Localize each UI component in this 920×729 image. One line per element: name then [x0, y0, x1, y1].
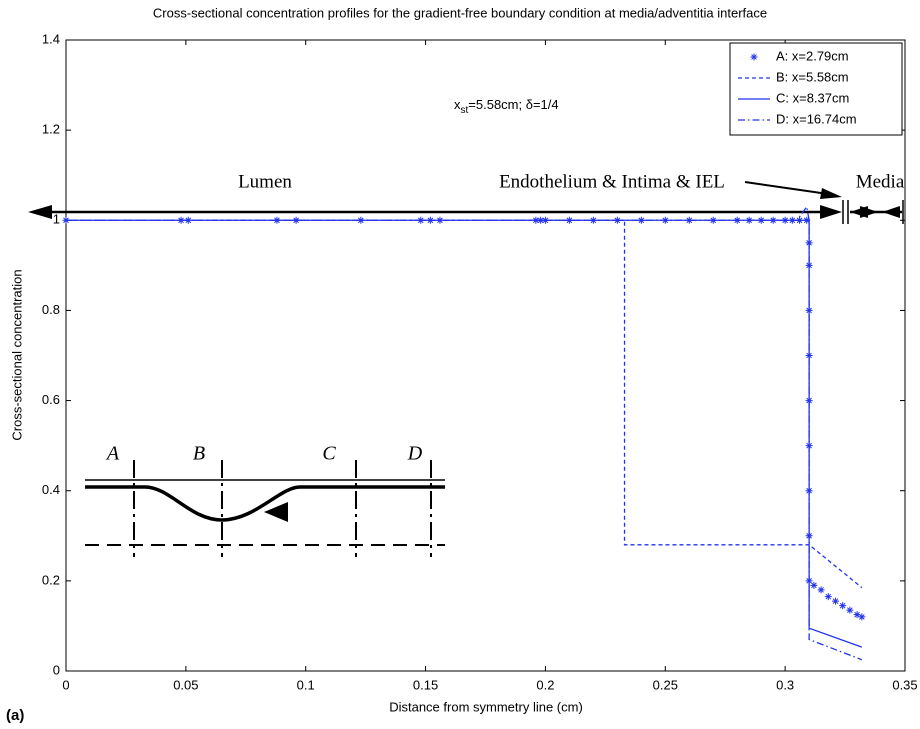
- point-marker: [839, 602, 847, 610]
- series-line: [66, 219, 863, 589]
- series-line: [66, 205, 863, 661]
- y-tick-label: 1: [53, 212, 60, 227]
- x-tick-label: 0.35: [892, 677, 917, 692]
- point-marker: [817, 586, 825, 594]
- x-tick-label: 0: [62, 677, 69, 692]
- inset-label: C: [322, 443, 336, 465]
- point-marker: [853, 611, 861, 619]
- point-marker: [810, 581, 818, 589]
- legend-label: D: x=16.74cm: [776, 111, 857, 126]
- point-marker: [858, 613, 866, 621]
- legend-label: C: x=8.37cm: [776, 90, 849, 105]
- y-axis-label: Cross-sectional concentration: [9, 269, 24, 440]
- inset-diagram: [85, 460, 445, 557]
- legend-swatch: [750, 53, 758, 61]
- point-marker: [824, 593, 832, 601]
- x-tick-label: 0.3: [776, 677, 794, 692]
- x-tick-label: 0.25: [653, 677, 678, 692]
- inset-label: B: [193, 443, 205, 465]
- annotation-sub: st: [461, 105, 469, 116]
- x-tick-label: 0.2: [536, 677, 554, 692]
- legend-label: B: x=5.58cm: [776, 69, 849, 84]
- region-label: Endothelium & Intima & IEL: [499, 171, 725, 192]
- legend-label: A: x=2.79cm: [776, 48, 849, 63]
- y-tick-label: 0.2: [42, 572, 60, 587]
- annotation-text: x: [454, 97, 461, 112]
- point-marker: [846, 606, 854, 614]
- x-tick-label: 0.1: [297, 677, 315, 692]
- x-tick-label: 0.15: [413, 677, 438, 692]
- region-label: Media: [856, 171, 905, 192]
- y-tick-label: 1.4: [42, 31, 60, 46]
- y-tick-label: 0: [53, 662, 60, 677]
- x-axis-label: Distance from symmetry line (cm): [389, 699, 583, 714]
- region-label: Lumen: [238, 171, 292, 192]
- region-arrows: [28, 181, 904, 224]
- legend: A: x=2.79cm B: x=5.58cm C: x=8.37cm D: x=16…: [729, 42, 903, 136]
- y-tick-label: 0.6: [42, 392, 60, 407]
- series-line: [66, 219, 863, 648]
- plot-frame: [65, 39, 906, 672]
- y-tick-label: 0.4: [42, 482, 60, 497]
- annotation-rest: =5.58cm; δ=1/4: [468, 97, 558, 112]
- annotation: xst=5.58cm; δ=1/4: [454, 97, 559, 115]
- inset-label: D: [407, 443, 423, 465]
- inset-label: A: [105, 443, 120, 465]
- point-marker: [831, 597, 839, 605]
- panel-label: (a): [6, 707, 24, 724]
- chart-title: Cross-sectional concentration profiles f…: [153, 5, 767, 20]
- y-tick-label: 0.8: [42, 302, 60, 317]
- x-tick-label: 0.05: [173, 677, 198, 692]
- y-tick-label: 1.2: [42, 122, 60, 137]
